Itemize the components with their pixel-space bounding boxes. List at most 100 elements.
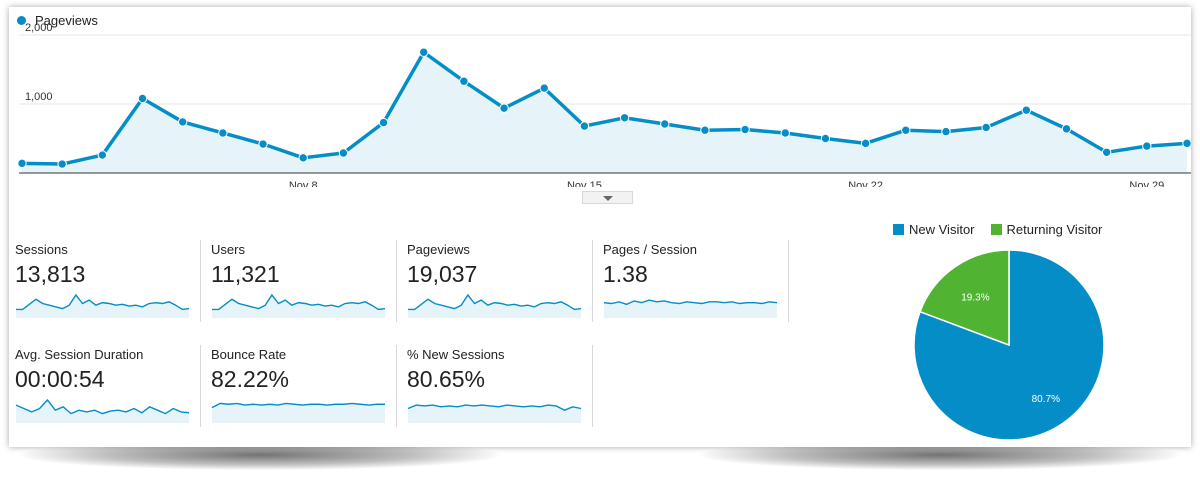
- data-point: [258, 139, 268, 149]
- sparkline-fill: [212, 295, 385, 318]
- x-tick-label: ...: [19, 180, 28, 187]
- data-point: [17, 158, 27, 169]
- sparkline-fill: [408, 295, 581, 318]
- metric-value: 13,813: [15, 261, 86, 287]
- metric-value: 80.65%: [407, 366, 486, 392]
- pie-legend-item-new-visitor[interactable]: New Visitor: [893, 222, 975, 237]
- area-fill: [22, 52, 1187, 173]
- sparkline: [212, 293, 386, 318]
- divider: [396, 345, 397, 427]
- sparkline-fill: [212, 403, 385, 423]
- sparkline: [408, 293, 582, 318]
- pie-slice-label: 19.3%: [961, 293, 989, 304]
- metric-value: 1.38: [603, 261, 648, 287]
- sparkline-fill: [16, 400, 189, 423]
- series-legend[interactable]: Pageviews: [17, 13, 98, 28]
- pie-slice: [919, 249, 1010, 347]
- pie-legend: New Visitor Returning Visitor: [893, 222, 1118, 237]
- divider: [592, 345, 593, 427]
- metric-label: Avg. Session Duration: [15, 347, 144, 362]
- data-point: [1142, 141, 1152, 151]
- data-point: [338, 148, 349, 158]
- metric-label: Sessions: [15, 242, 68, 257]
- sparkline-line: [211, 402, 385, 409]
- data-point: [539, 83, 549, 93]
- data-point: [619, 113, 630, 123]
- metric-users[interactable]: Users 11,321: [211, 242, 395, 326]
- sparkline-line: [407, 404, 582, 411]
- legend-swatch: [893, 224, 904, 235]
- data-point: [981, 122, 991, 133]
- metric-value: 00:00:54: [15, 366, 105, 392]
- chevron-down-icon: [603, 196, 613, 201]
- metric-avg-session-duration[interactable]: Avg. Session Duration 00:00:54: [15, 347, 199, 431]
- data-point: [459, 76, 469, 86]
- pie-slice-label: 80.7%: [1032, 394, 1060, 405]
- divider: [592, 240, 593, 322]
- data-point: [137, 93, 148, 104]
- data-point: [57, 159, 67, 169]
- divider: [200, 345, 201, 427]
- metric-pageviews[interactable]: Pageviews 19,037: [407, 242, 591, 326]
- data-point: [820, 133, 831, 144]
- metric-label: % New Sessions: [407, 347, 505, 362]
- data-point: [941, 126, 951, 137]
- metric-bounce-rate[interactable]: Bounce Rate 82.22%: [211, 347, 395, 431]
- data-point: [1182, 138, 1191, 149]
- metric-label: Pages / Session: [603, 242, 697, 257]
- x-tick-label: Nov 15: [567, 180, 602, 187]
- data-point: [579, 121, 590, 131]
- data-point: [298, 153, 308, 163]
- data-point: [740, 124, 750, 135]
- data-point: [378, 117, 389, 128]
- legend-swatch: [990, 224, 1002, 235]
- sparkline-fill: [408, 405, 581, 423]
- sparkline: [603, 299, 778, 318]
- metric-label: Pageviews: [407, 242, 470, 257]
- data-point: [97, 150, 108, 160]
- sparkline: [16, 293, 190, 318]
- x-tick-label: Nov 22: [848, 180, 883, 187]
- metric-value: 19,037: [407, 261, 478, 287]
- visitor-type-pie-chart[interactable]: 80.7% 19.3%: [909, 245, 1109, 445]
- sparkline-line: [408, 293, 582, 311]
- y-tick-label: 1,000: [25, 91, 53, 103]
- metric-pages-per-session[interactable]: Pages / Session 1.38: [603, 242, 787, 326]
- pie-legend-item-returning-visitor[interactable]: Returning Visitor: [990, 222, 1103, 237]
- data-point: [901, 125, 911, 135]
- legend-label: Returning Visitor: [1006, 222, 1103, 237]
- sparkline: [15, 398, 190, 423]
- sparkline-fill: [604, 300, 777, 318]
- divider: [788, 240, 789, 322]
- sparkline-line: [15, 398, 190, 415]
- data-point: [499, 103, 509, 113]
- x-tick-label: Nov 8: [289, 180, 318, 187]
- x-tick-label: Nov 29: [1129, 180, 1164, 187]
- metric-value: 82.22%: [211, 366, 290, 392]
- series-color-dot: [17, 16, 26, 25]
- sparkline-line: [603, 299, 778, 306]
- divider: [396, 240, 397, 322]
- metric-label: Bounce Rate: [211, 347, 287, 362]
- data-point: [660, 119, 670, 129]
- data-point: [1061, 124, 1072, 134]
- data-point: [1101, 147, 1112, 158]
- metric-value: 11,321: [211, 261, 280, 287]
- metric-sessions[interactable]: Sessions 13,813: [15, 242, 199, 326]
- chart-expand-handle[interactable]: [582, 191, 633, 204]
- data-point: [780, 128, 790, 138]
- data-point: [419, 47, 429, 57]
- analytics-overview-card: Pageviews 1,000 2,000... Nov 8 Nov 15 Nov 22…: [9, 7, 1191, 447]
- data-point: [177, 117, 188, 127]
- sparkline-fill: [16, 295, 189, 318]
- sparkline-line: [212, 293, 386, 311]
- data-point: [700, 125, 710, 135]
- sparkline: [211, 402, 385, 423]
- series-line: [21, 50, 1188, 166]
- sparkline-line: [16, 293, 190, 311]
- pageviews-line-chart[interactable]: 1,000 2,000... Nov 8 Nov 15 Nov 22 Nov 29: [9, 7, 1191, 187]
- metric-new-sessions[interactable]: % New Sessions 80.65%: [407, 347, 591, 431]
- sparkline: [407, 404, 582, 423]
- divider: [200, 240, 201, 322]
- legend-label: New Visitor: [909, 222, 975, 237]
